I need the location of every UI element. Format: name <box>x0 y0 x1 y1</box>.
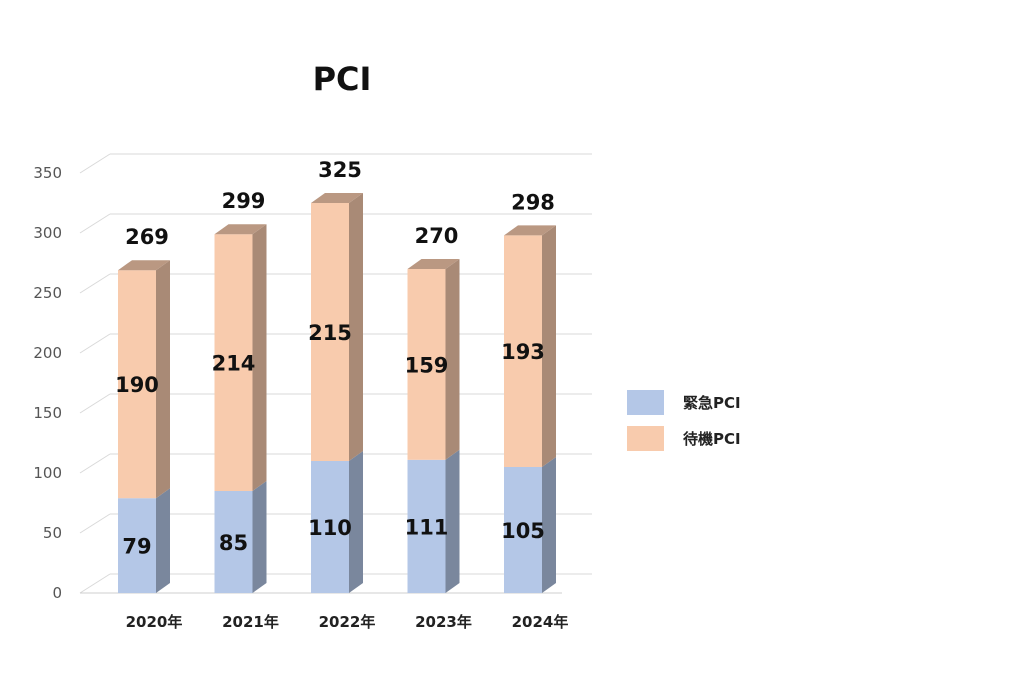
segment-value-label: 105 <box>501 519 545 543</box>
bar-segment-front <box>407 269 446 460</box>
bar-segment-front <box>311 203 349 461</box>
y-tick-label: 100 <box>33 464 62 482</box>
segment-value-label: 215 <box>308 321 352 345</box>
bar-segment-front <box>214 491 253 593</box>
segment-value-label: 159 <box>405 353 449 377</box>
gridline-wall <box>79 453 111 474</box>
total-value-label: 270 <box>415 224 459 248</box>
bar-top-face <box>214 224 267 235</box>
segment-value-label: 110 <box>308 516 352 540</box>
y-axis-ticks: 0 50 100 150 200 250 300 350 <box>33 164 62 602</box>
gridline-wall <box>79 393 111 414</box>
legend-swatch <box>627 426 664 451</box>
bar-segment-side <box>542 457 556 593</box>
gridline-wall <box>79 333 111 354</box>
bar-segment-side <box>156 260 170 499</box>
gridline-wall <box>79 213 111 234</box>
y-tick-label: 250 <box>33 284 62 302</box>
y-tick-label: 0 <box>52 584 62 602</box>
bar-segment-side <box>252 224 267 491</box>
x-tick-label: 2024年 <box>512 613 569 631</box>
segment-value-label: 79 <box>122 535 151 559</box>
chart-title: PCI <box>313 60 372 98</box>
bar-segment-side <box>156 488 170 593</box>
bar-top-face <box>311 193 363 203</box>
legend-swatch <box>627 390 664 415</box>
total-value-label: 269 <box>125 225 169 249</box>
total-value-label: 299 <box>222 189 266 213</box>
segment-value-label: 193 <box>501 340 545 364</box>
bar-top-face <box>407 259 460 269</box>
y-tick-label: 350 <box>33 164 62 182</box>
bar-segment-side <box>349 193 363 461</box>
segment-value-label: 111 <box>405 515 449 539</box>
bar-segment-front <box>407 459 446 593</box>
bar-segment-side <box>349 451 363 593</box>
gridline-wall <box>79 153 111 174</box>
bar-segment-front <box>311 461 349 593</box>
bar-segment-side <box>252 481 267 593</box>
bar-segment-front <box>504 467 542 593</box>
data-labels-layer: 79 190 269 85 214 299 110 215 325 111 159 270 105 193… <box>115 158 555 559</box>
y-tick-label: 300 <box>33 224 62 242</box>
x-tick-label: 2020年 <box>126 613 183 631</box>
bar-top-face <box>118 260 170 271</box>
bar-segment-front <box>118 498 156 593</box>
segment-value-label: 214 <box>212 352 256 376</box>
total-value-label: 298 <box>511 190 555 214</box>
segment-value-label: 85 <box>219 531 248 555</box>
x-tick-label: 2021年 <box>222 613 279 631</box>
x-tick-label: 2023年 <box>415 613 472 631</box>
bar-segment-side <box>445 259 460 460</box>
x-tick-label: 2022年 <box>319 613 376 631</box>
bar-segment-front <box>214 234 253 491</box>
bar-segment-side <box>445 449 460 593</box>
x-axis-ticks: 2020年 2021年 2022年 2023年 2024年 <box>126 613 569 631</box>
bar-segment-front <box>118 270 156 499</box>
legend: 緊急PCI 待機PCI <box>627 390 741 451</box>
gridline-wall <box>79 573 111 594</box>
segment-value-label: 190 <box>115 373 159 397</box>
legend-label: 緊急PCI <box>683 394 741 412</box>
y-tick-label: 150 <box>33 404 62 422</box>
y-tick-label: 50 <box>43 524 62 542</box>
gridline-wall <box>79 513 111 534</box>
bar-top-face <box>504 225 556 236</box>
gridline-wall <box>79 273 111 294</box>
total-value-label: 325 <box>318 158 362 182</box>
y-tick-label: 200 <box>33 344 62 362</box>
bars-layer <box>118 193 556 593</box>
bar-segment-side <box>542 225 556 467</box>
bar-segment-front <box>504 235 542 467</box>
legend-label: 待機PCI <box>683 430 741 448</box>
